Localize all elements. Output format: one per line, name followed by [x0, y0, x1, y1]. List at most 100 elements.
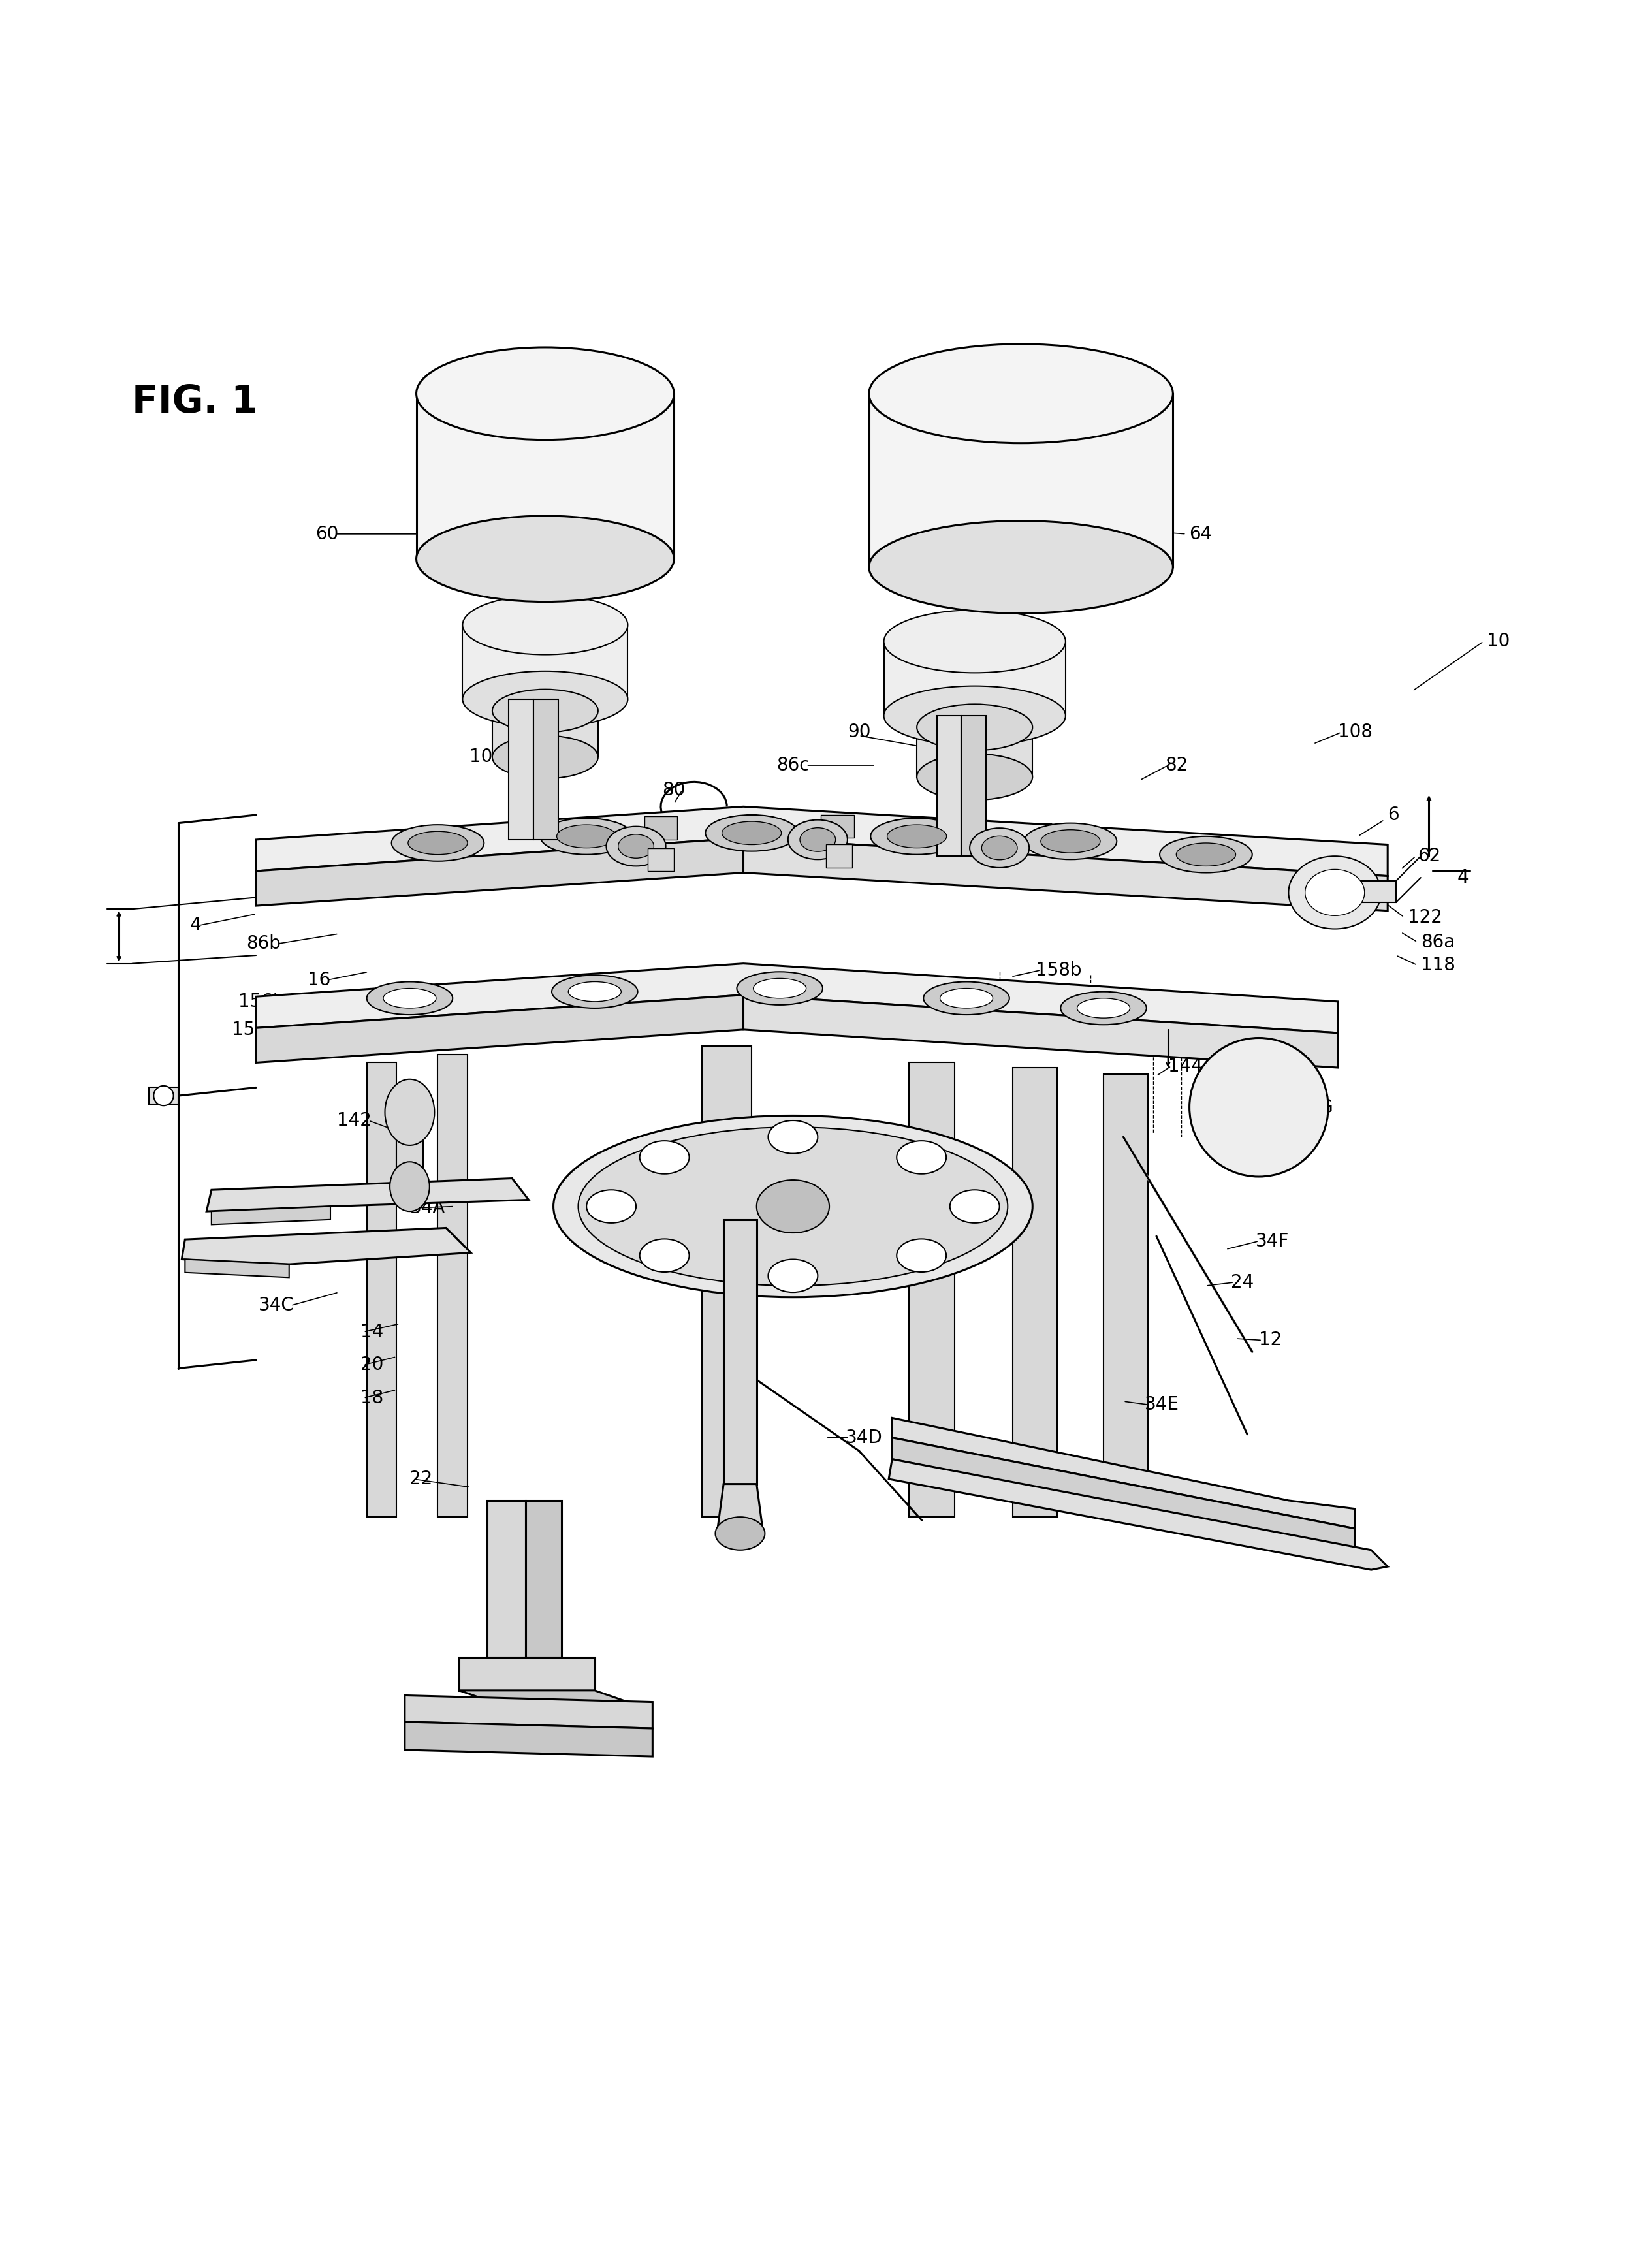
Ellipse shape: [568, 982, 621, 1002]
Polygon shape: [909, 1062, 955, 1517]
Text: 18: 18: [360, 1389, 383, 1407]
Polygon shape: [256, 838, 743, 905]
Ellipse shape: [1305, 870, 1365, 917]
Ellipse shape: [492, 690, 598, 733]
Polygon shape: [416, 394, 674, 558]
Text: 14: 14: [360, 1322, 383, 1340]
Ellipse shape: [416, 347, 674, 439]
Ellipse shape: [788, 820, 847, 861]
Text: 34D: 34D: [846, 1428, 882, 1448]
Ellipse shape: [722, 822, 781, 845]
Text: 122: 122: [1408, 908, 1442, 926]
Text: 82: 82: [1165, 755, 1188, 775]
Polygon shape: [1104, 1073, 1148, 1517]
Text: 16: 16: [307, 970, 330, 988]
Text: 160: 160: [443, 991, 477, 1008]
Ellipse shape: [1077, 997, 1130, 1017]
Ellipse shape: [385, 1080, 434, 1145]
Text: 90: 90: [847, 724, 871, 742]
Text: 144: 144: [1168, 1058, 1203, 1076]
Text: 34A: 34A: [410, 1199, 444, 1217]
Ellipse shape: [917, 704, 1032, 751]
Ellipse shape: [970, 829, 1029, 867]
Ellipse shape: [715, 1517, 765, 1551]
Polygon shape: [367, 1062, 396, 1517]
Polygon shape: [884, 641, 1066, 715]
Text: 104: 104: [469, 748, 504, 766]
Text: 4: 4: [1457, 870, 1469, 887]
Polygon shape: [256, 964, 1338, 1033]
Ellipse shape: [408, 831, 468, 854]
Ellipse shape: [981, 836, 1018, 861]
Ellipse shape: [869, 520, 1173, 614]
Polygon shape: [509, 699, 534, 840]
Polygon shape: [869, 394, 1173, 567]
Polygon shape: [717, 1484, 763, 1533]
Polygon shape: [396, 1112, 423, 1185]
Text: 62: 62: [1417, 847, 1441, 865]
Polygon shape: [961, 715, 986, 856]
Polygon shape: [724, 1219, 757, 1484]
Text: 156b: 156b: [238, 993, 284, 1011]
Polygon shape: [182, 1228, 471, 1264]
Polygon shape: [405, 1721, 653, 1757]
Ellipse shape: [463, 670, 628, 728]
Ellipse shape: [917, 753, 1032, 800]
Text: 4: 4: [190, 917, 202, 934]
Ellipse shape: [1176, 843, 1236, 865]
Text: 60: 60: [316, 524, 339, 542]
Text: 108: 108: [1338, 724, 1373, 742]
Ellipse shape: [367, 982, 453, 1015]
Ellipse shape: [1289, 856, 1381, 928]
Ellipse shape: [757, 1181, 829, 1233]
Ellipse shape: [940, 988, 993, 1008]
Polygon shape: [937, 715, 961, 856]
Text: 114: 114: [1156, 836, 1191, 854]
Text: 104: 104: [942, 764, 976, 782]
Ellipse shape: [884, 610, 1066, 672]
Text: 18: 18: [1231, 1078, 1254, 1096]
Ellipse shape: [578, 1127, 1008, 1286]
Ellipse shape: [800, 827, 836, 852]
Polygon shape: [917, 728, 1032, 778]
Text: 20: 20: [360, 1356, 383, 1374]
Ellipse shape: [871, 818, 963, 854]
Polygon shape: [648, 847, 674, 872]
Ellipse shape: [753, 979, 806, 997]
Ellipse shape: [1041, 829, 1100, 854]
Ellipse shape: [416, 515, 674, 603]
Ellipse shape: [557, 825, 616, 847]
Text: 86b: 86b: [826, 991, 861, 1008]
Ellipse shape: [606, 827, 666, 865]
Text: 34H: 34H: [862, 1190, 899, 1208]
Text: 6: 6: [1388, 807, 1399, 825]
Polygon shape: [821, 816, 854, 838]
Text: 130: 130: [1292, 1024, 1327, 1042]
Text: 92: 92: [1032, 822, 1056, 840]
Polygon shape: [185, 1259, 289, 1277]
Ellipse shape: [392, 825, 484, 861]
Ellipse shape: [869, 345, 1173, 444]
Polygon shape: [1013, 1067, 1057, 1517]
Text: 34C: 34C: [258, 1295, 294, 1315]
Polygon shape: [743, 838, 1388, 910]
Polygon shape: [492, 710, 598, 757]
Ellipse shape: [618, 834, 654, 858]
Polygon shape: [256, 995, 743, 1062]
Ellipse shape: [383, 988, 436, 1008]
Ellipse shape: [639, 1141, 689, 1174]
Polygon shape: [206, 1179, 529, 1212]
Text: 86a: 86a: [1421, 932, 1455, 950]
Text: 156a: 156a: [231, 1020, 278, 1040]
Ellipse shape: [540, 818, 633, 854]
Polygon shape: [149, 1087, 178, 1105]
Ellipse shape: [1189, 1038, 1328, 1177]
Polygon shape: [889, 1459, 1388, 1571]
Text: 94: 94: [534, 724, 557, 742]
Ellipse shape: [492, 735, 598, 778]
Ellipse shape: [768, 1120, 818, 1154]
Text: 70: 70: [1178, 1024, 1201, 1042]
Ellipse shape: [950, 1190, 999, 1224]
Polygon shape: [826, 845, 852, 867]
Ellipse shape: [1160, 836, 1252, 872]
